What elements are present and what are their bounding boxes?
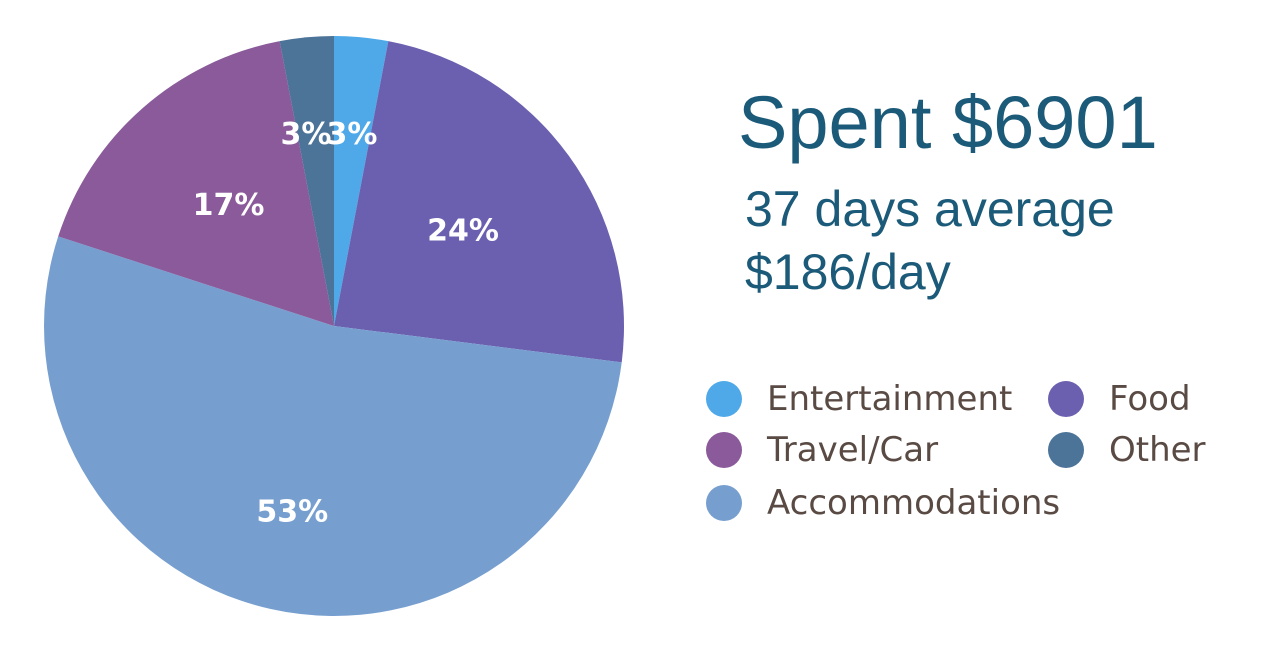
legend-swatch [1048, 432, 1084, 468]
slice-label-travel-car: 17% [193, 188, 265, 223]
legend-swatch [706, 432, 742, 468]
slice-label-entertainment: 3% [327, 117, 378, 152]
pie-slice-entertainment [334, 36, 389, 326]
pie-slice-food [334, 41, 625, 363]
pie-slice-travel-car [58, 41, 335, 327]
legend-label: Travel/Car [767, 430, 939, 470]
legend-label: Other [1109, 430, 1206, 470]
per-day-text: $186/day [745, 244, 951, 300]
legend-swatch [1048, 381, 1084, 417]
slice-label-accommodations: 53% [256, 494, 328, 529]
spent-total-heading: Spent $6901 [738, 81, 1158, 164]
legend-item-accommodations: Accommodations [706, 478, 1060, 528]
slice-label-food: 24% [427, 214, 499, 249]
days-average-text: 37 days average [745, 181, 1115, 237]
pie-chart: 3% 24% 53% 17% 3% [44, 36, 625, 616]
slice-label-other: 3% [281, 117, 332, 152]
pie-slice-other [279, 36, 334, 326]
legend-swatch [706, 485, 742, 521]
legend-item-entertainment: Entertainment [706, 374, 1012, 424]
legend-label: Entertainment [767, 379, 1013, 419]
legend-item-travel-car: Travel/Car [706, 425, 938, 475]
pie-slice-accommodations [44, 236, 622, 616]
legend-item-food: Food [1048, 374, 1191, 424]
legend: Entertainment Food Travel/Car Other Acco… [706, 374, 1226, 534]
legend-item-other: Other [1048, 425, 1206, 475]
legend-label: Food [1109, 379, 1191, 419]
legend-swatch [706, 381, 742, 417]
legend-label: Accommodations [767, 483, 1061, 523]
